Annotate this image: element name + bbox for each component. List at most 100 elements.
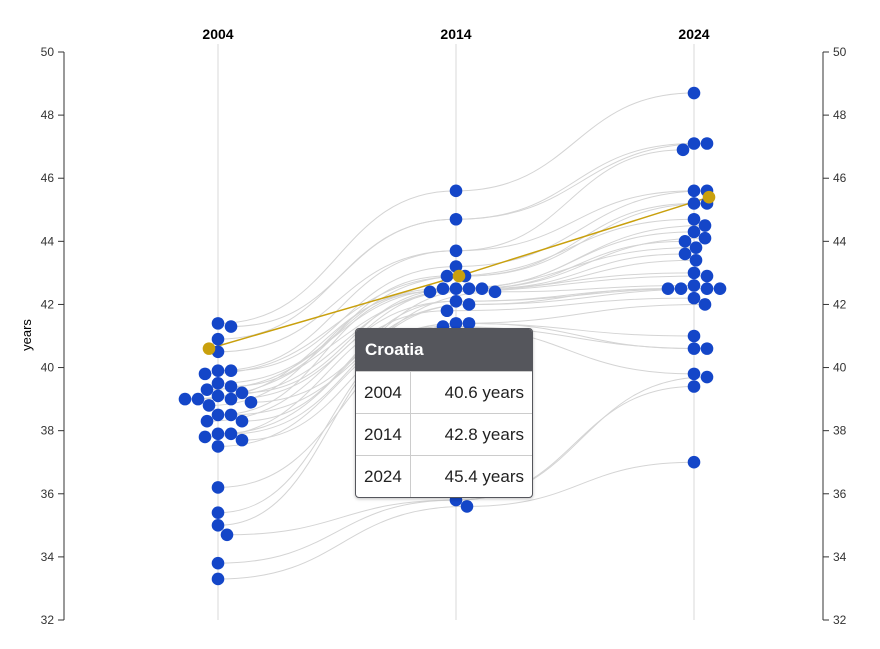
country-point-2004[interactable] — [200, 414, 214, 428]
right-tick-label: 40 — [833, 361, 847, 375]
country-point-2024[interactable] — [700, 370, 714, 384]
country-point-2024[interactable] — [687, 197, 701, 210]
country-point-2004[interactable] — [198, 430, 212, 444]
country-point-2024[interactable] — [687, 184, 701, 198]
year-label-2024: 2024 — [678, 26, 709, 42]
country-point-2004[interactable] — [211, 481, 225, 494]
country-point-2004[interactable] — [211, 506, 225, 520]
country-point-2024[interactable] — [687, 137, 701, 150]
country-point-2004[interactable] — [211, 519, 225, 532]
country-point-2004[interactable] — [235, 433, 249, 447]
connector-line — [217, 250, 457, 353]
highlight-point-2004[interactable] — [202, 342, 216, 355]
country-point-2014[interactable] — [460, 500, 474, 513]
country-point-2014[interactable] — [449, 244, 463, 258]
country-point-2024[interactable] — [687, 291, 701, 305]
right-y-axis: 32 34 36 38 40 42 44 46 48 50 — [822, 45, 847, 627]
country-point-2004[interactable] — [224, 364, 238, 378]
country-point-2004[interactable] — [211, 440, 225, 453]
country-point-2004[interactable] — [198, 367, 212, 381]
country-point-2024[interactable] — [687, 279, 701, 292]
country-point-2004[interactable] — [202, 399, 216, 412]
country-point-2024[interactable] — [687, 225, 701, 239]
country-point-2024[interactable] — [676, 143, 690, 157]
country-point-2014[interactable] — [462, 282, 476, 295]
country-point-2014[interactable] — [449, 294, 463, 308]
country-point-2004[interactable] — [178, 392, 192, 406]
country-point-2004[interactable] — [224, 320, 238, 333]
country-point-2014[interactable] — [440, 269, 454, 283]
country-point-2004[interactable] — [211, 377, 225, 390]
country-point-2024[interactable] — [689, 253, 703, 267]
connector-line — [455, 190, 708, 268]
country-point-2024[interactable] — [687, 266, 701, 280]
country-point-2024[interactable] — [678, 247, 692, 261]
connector-line — [217, 190, 457, 324]
left-tick-label: 46 — [41, 171, 55, 185]
country-point-2024[interactable] — [700, 282, 714, 295]
country-point-2004[interactable] — [235, 386, 249, 400]
country-point-2004[interactable] — [211, 572, 225, 586]
country-point-2014[interactable] — [449, 212, 463, 226]
country-point-2004[interactable] — [211, 427, 225, 441]
country-point-2024[interactable] — [687, 342, 701, 355]
country-point-2014[interactable] — [449, 282, 463, 295]
country-point-2024[interactable] — [687, 212, 701, 226]
country-point-2014[interactable] — [488, 285, 502, 299]
connector-line — [494, 285, 695, 293]
right-tick-label: 50 — [833, 45, 847, 59]
highlight-points[interactable] — [202, 190, 716, 355]
country-point-2004[interactable] — [211, 317, 225, 330]
country-point-2024[interactable] — [687, 455, 701, 469]
country-point-2004[interactable] — [191, 392, 205, 406]
connector-line — [241, 288, 457, 394]
tooltip-year: 2004 — [356, 371, 411, 414]
country-point-2004[interactable] — [244, 395, 258, 409]
country-point-2014[interactable] — [449, 260, 463, 273]
country-point-2024[interactable] — [698, 231, 712, 245]
connector-line — [468, 237, 706, 290]
country-point-2024[interactable] — [698, 219, 712, 232]
country-point-2004[interactable] — [224, 380, 238, 393]
country-point-2014[interactable] — [475, 282, 489, 295]
country-point-2014[interactable] — [449, 317, 463, 330]
country-point-2024[interactable] — [687, 367, 701, 381]
country-point-2024[interactable] — [687, 86, 701, 100]
country-point-2024[interactable] — [700, 137, 714, 150]
country-point-2004[interactable] — [211, 364, 225, 378]
country-point-2014[interactable] — [462, 298, 476, 311]
country-point-2024[interactable] — [700, 269, 714, 283]
highlight-point-2024[interactable] — [702, 190, 716, 204]
country-point-2024[interactable] — [698, 298, 712, 311]
country-point-2004[interactable] — [224, 427, 238, 441]
country-point-2024[interactable] — [661, 282, 675, 295]
connector-line — [217, 218, 457, 340]
country-point-2004[interactable] — [211, 389, 225, 403]
country-point-2004[interactable] — [211, 332, 225, 346]
right-tick-label: 42 — [833, 297, 847, 311]
country-tooltip: Croatia 2004 40.6 years 2014 42.8 years … — [355, 328, 533, 498]
country-point-2024[interactable] — [687, 329, 701, 343]
left-tick-label: 34 — [41, 550, 55, 564]
country-point-2004[interactable] — [224, 392, 238, 406]
country-point-2024[interactable] — [674, 282, 688, 295]
left-tick-label: 42 — [41, 297, 55, 311]
country-point-2024[interactable] — [713, 282, 727, 295]
country-point-2024[interactable] — [700, 342, 714, 355]
country-point-2014[interactable] — [423, 285, 437, 299]
country-points[interactable] — [178, 86, 727, 586]
country-point-2004[interactable] — [211, 556, 225, 570]
country-point-2024[interactable] — [678, 235, 692, 248]
country-point-2004[interactable] — [220, 528, 234, 542]
country-point-2004[interactable] — [224, 408, 238, 422]
country-point-2024[interactable] — [689, 241, 703, 254]
country-point-2024[interactable] — [687, 380, 701, 393]
highlight-point-2014[interactable] — [452, 269, 466, 283]
country-point-2014[interactable] — [449, 184, 463, 198]
country-point-2004[interactable] — [211, 408, 225, 422]
country-point-2014[interactable] — [436, 282, 450, 295]
country-point-2014[interactable] — [440, 304, 454, 318]
country-point-2004[interactable] — [235, 414, 249, 428]
country-point-2014[interactable] — [462, 317, 476, 330]
country-point-2004[interactable] — [200, 383, 214, 396]
